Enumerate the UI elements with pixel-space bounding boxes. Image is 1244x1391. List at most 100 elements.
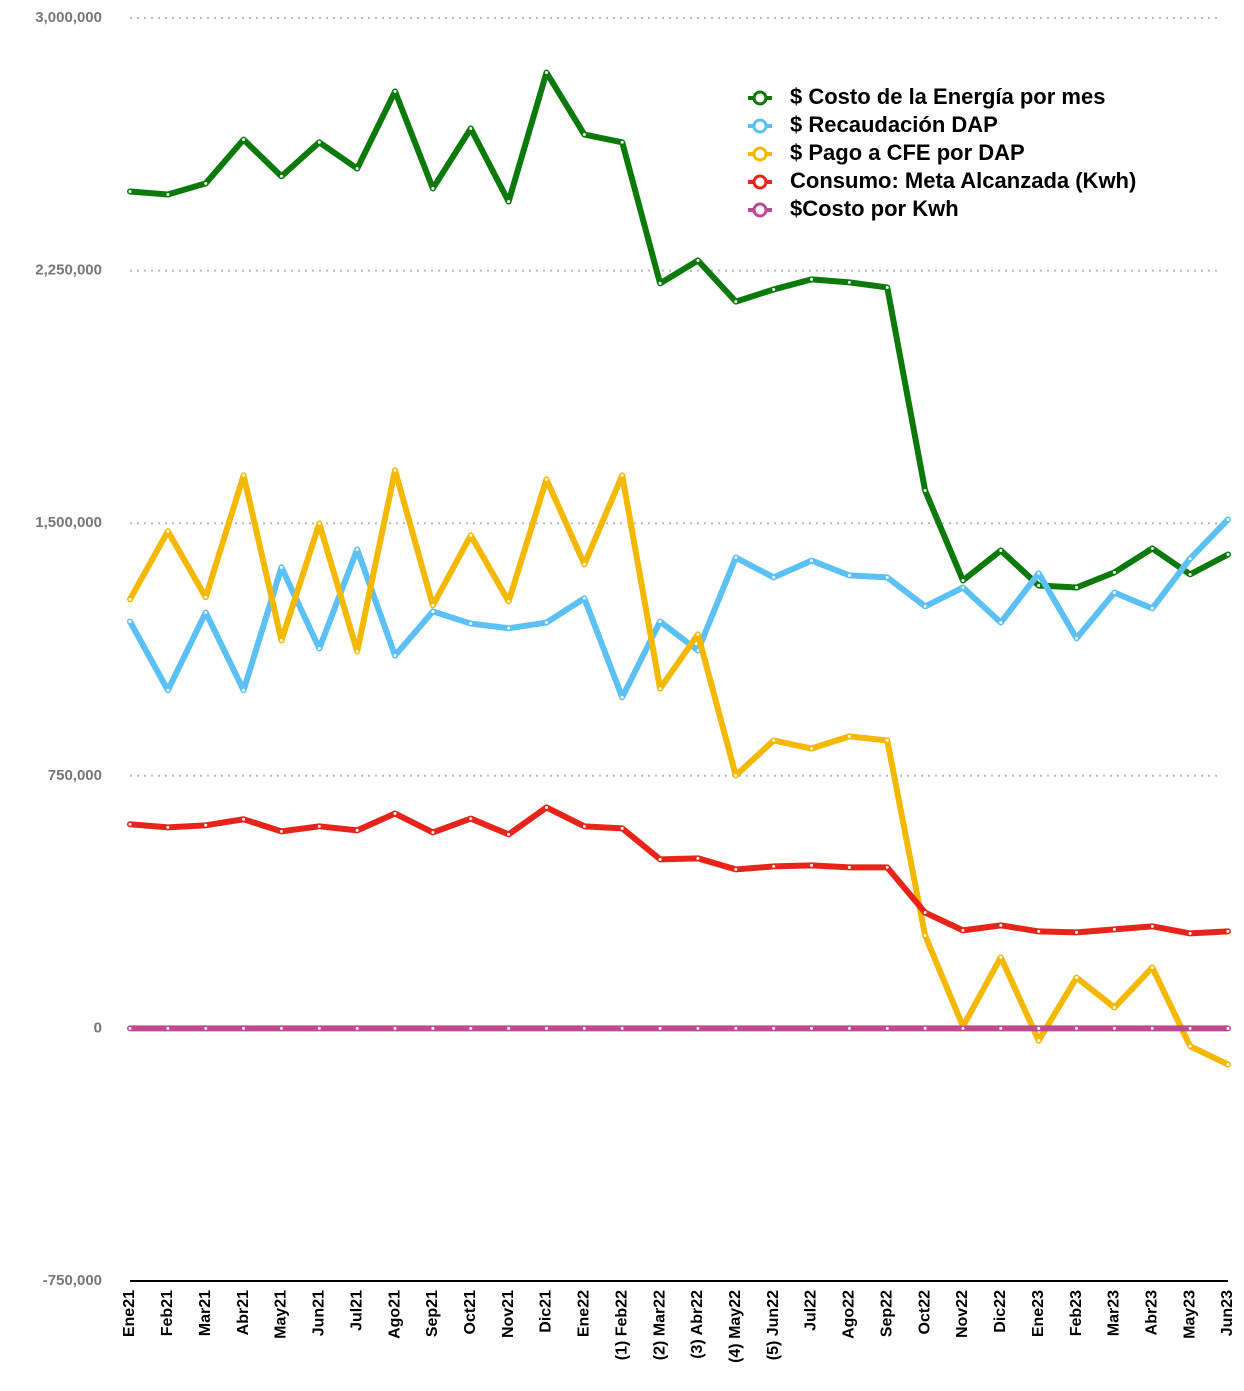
point xyxy=(242,473,246,477)
point xyxy=(544,621,548,625)
x-tick-label: Dic22 xyxy=(992,1290,1009,1333)
point xyxy=(961,586,965,590)
point xyxy=(810,863,814,867)
point xyxy=(734,300,738,304)
point xyxy=(204,181,208,185)
point xyxy=(961,928,965,932)
point xyxy=(810,277,814,281)
point xyxy=(582,1026,586,1030)
point xyxy=(658,857,662,861)
point xyxy=(1150,1026,1154,1030)
point xyxy=(696,632,700,636)
series-line xyxy=(127,804,1231,937)
point xyxy=(810,747,814,751)
point xyxy=(1112,591,1116,595)
point xyxy=(317,646,321,650)
legend-label: $ Pago a CFE por DAP xyxy=(790,140,1025,165)
x-tick-label: Nov21 xyxy=(500,1290,517,1338)
point xyxy=(1075,930,1079,934)
point xyxy=(355,547,359,551)
x-tick-label: (3) Abr22 xyxy=(689,1290,706,1359)
point xyxy=(166,688,170,692)
point xyxy=(847,1026,851,1030)
x-tick-label: Ene23 xyxy=(1030,1290,1047,1337)
point xyxy=(885,738,889,742)
point xyxy=(772,864,776,868)
point xyxy=(393,89,397,93)
x-tick-label: Nov22 xyxy=(954,1290,971,1338)
point xyxy=(923,933,927,937)
point xyxy=(355,650,359,654)
legend-label: Consumo: Meta Alcanzada (Kwh) xyxy=(790,168,1136,193)
point xyxy=(658,281,662,285)
point xyxy=(961,1026,965,1030)
y-tick-label: 0 xyxy=(94,1019,102,1036)
point xyxy=(658,1026,662,1030)
point xyxy=(734,556,738,560)
point xyxy=(355,1026,359,1030)
point xyxy=(923,1026,927,1030)
point xyxy=(734,1026,738,1030)
x-tick-label: May23 xyxy=(1181,1290,1198,1339)
point xyxy=(734,867,738,871)
x-tick-label: (1) Feb22 xyxy=(613,1290,630,1360)
point xyxy=(772,575,776,579)
point xyxy=(128,1026,132,1030)
point xyxy=(469,533,473,537)
point xyxy=(1112,1006,1116,1010)
point xyxy=(1188,931,1192,935)
point xyxy=(961,578,965,582)
point xyxy=(128,189,132,193)
point xyxy=(469,1026,473,1030)
point xyxy=(431,603,435,607)
point xyxy=(393,1026,397,1030)
point xyxy=(696,649,700,653)
point xyxy=(279,638,283,642)
point xyxy=(1037,929,1041,933)
point xyxy=(128,620,132,624)
y-tick-label: 1,500,000 xyxy=(35,514,102,531)
point xyxy=(772,287,776,291)
point xyxy=(582,596,586,600)
x-tick-label: Jun21 xyxy=(311,1290,328,1336)
x-tick-label: Jul22 xyxy=(803,1290,820,1331)
legend-marker xyxy=(752,146,768,162)
point xyxy=(1075,976,1079,980)
point xyxy=(1037,571,1041,575)
point xyxy=(204,1026,208,1030)
point xyxy=(1150,965,1154,969)
point xyxy=(204,610,208,614)
point xyxy=(1226,517,1230,521)
point xyxy=(1188,1026,1192,1030)
point xyxy=(847,734,851,738)
x-tick-label: Oct22 xyxy=(916,1290,933,1335)
x-tick-label: Mar21 xyxy=(197,1290,214,1336)
point xyxy=(1226,553,1230,557)
point xyxy=(242,817,246,821)
point xyxy=(847,865,851,869)
point xyxy=(204,595,208,599)
point xyxy=(128,597,132,601)
x-tick-label: Sep21 xyxy=(424,1290,441,1337)
x-tick-label: Mar23 xyxy=(1106,1290,1123,1336)
point xyxy=(279,174,283,178)
point xyxy=(1150,546,1154,550)
point xyxy=(999,621,1003,625)
point xyxy=(1150,924,1154,928)
point xyxy=(166,1026,170,1030)
x-tick-label: Jul21 xyxy=(348,1290,365,1331)
x-tick-label: Dic21 xyxy=(538,1290,555,1333)
point xyxy=(507,1026,511,1030)
point xyxy=(431,609,435,613)
point xyxy=(923,604,927,608)
point xyxy=(1226,1026,1230,1030)
point xyxy=(469,817,473,821)
x-tick-label: Ene22 xyxy=(576,1290,593,1337)
legend-label: $ Costo de la Energía por mes xyxy=(790,84,1105,109)
point xyxy=(166,529,170,533)
point xyxy=(1112,570,1116,574)
point xyxy=(620,140,624,144)
point xyxy=(885,575,889,579)
point xyxy=(1075,1026,1079,1030)
